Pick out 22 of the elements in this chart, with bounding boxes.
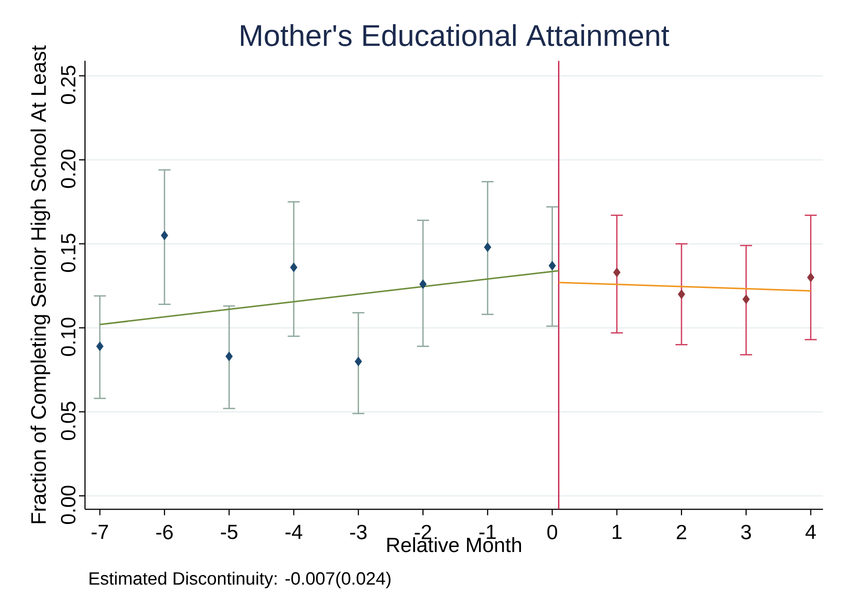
x-tick-label: 1 <box>612 524 622 539</box>
x-tick-label: 0 <box>547 524 558 540</box>
y-tick-label: 0.10 <box>60 318 76 356</box>
x-axis-title: Relative Month <box>387 537 521 552</box>
x-tick-label: 4 <box>806 524 816 539</box>
y-axis-title: Fraction of Completing Senior High School At Least <box>30 45 50 524</box>
x-tick-label: 3 <box>741 524 751 540</box>
y-tick-label: 0.20 <box>60 150 76 188</box>
x-tick-label: -2 <box>414 524 432 540</box>
x-tick-label: -4 <box>286 524 302 539</box>
y-tick-label: 0.15 <box>60 234 76 272</box>
chart-title: Mother's Educational Attainment <box>240 24 670 46</box>
y-tick-label: 0.00 <box>60 486 76 524</box>
text: Estimated Discontinuity: -0.007(0.024) <box>90 572 390 588</box>
x-tick-label: -7 <box>92 524 108 539</box>
x-tick-label: -5 <box>220 524 238 540</box>
x-tick-label: -1 <box>479 524 496 539</box>
x-tick-label: -6 <box>156 524 173 540</box>
y-tick-label: 0.05 <box>60 402 76 440</box>
y-tick-label: 0.25 <box>60 66 76 104</box>
x-tick-label: 2 <box>676 524 686 540</box>
x-tick-label: -3 <box>350 524 367 540</box>
